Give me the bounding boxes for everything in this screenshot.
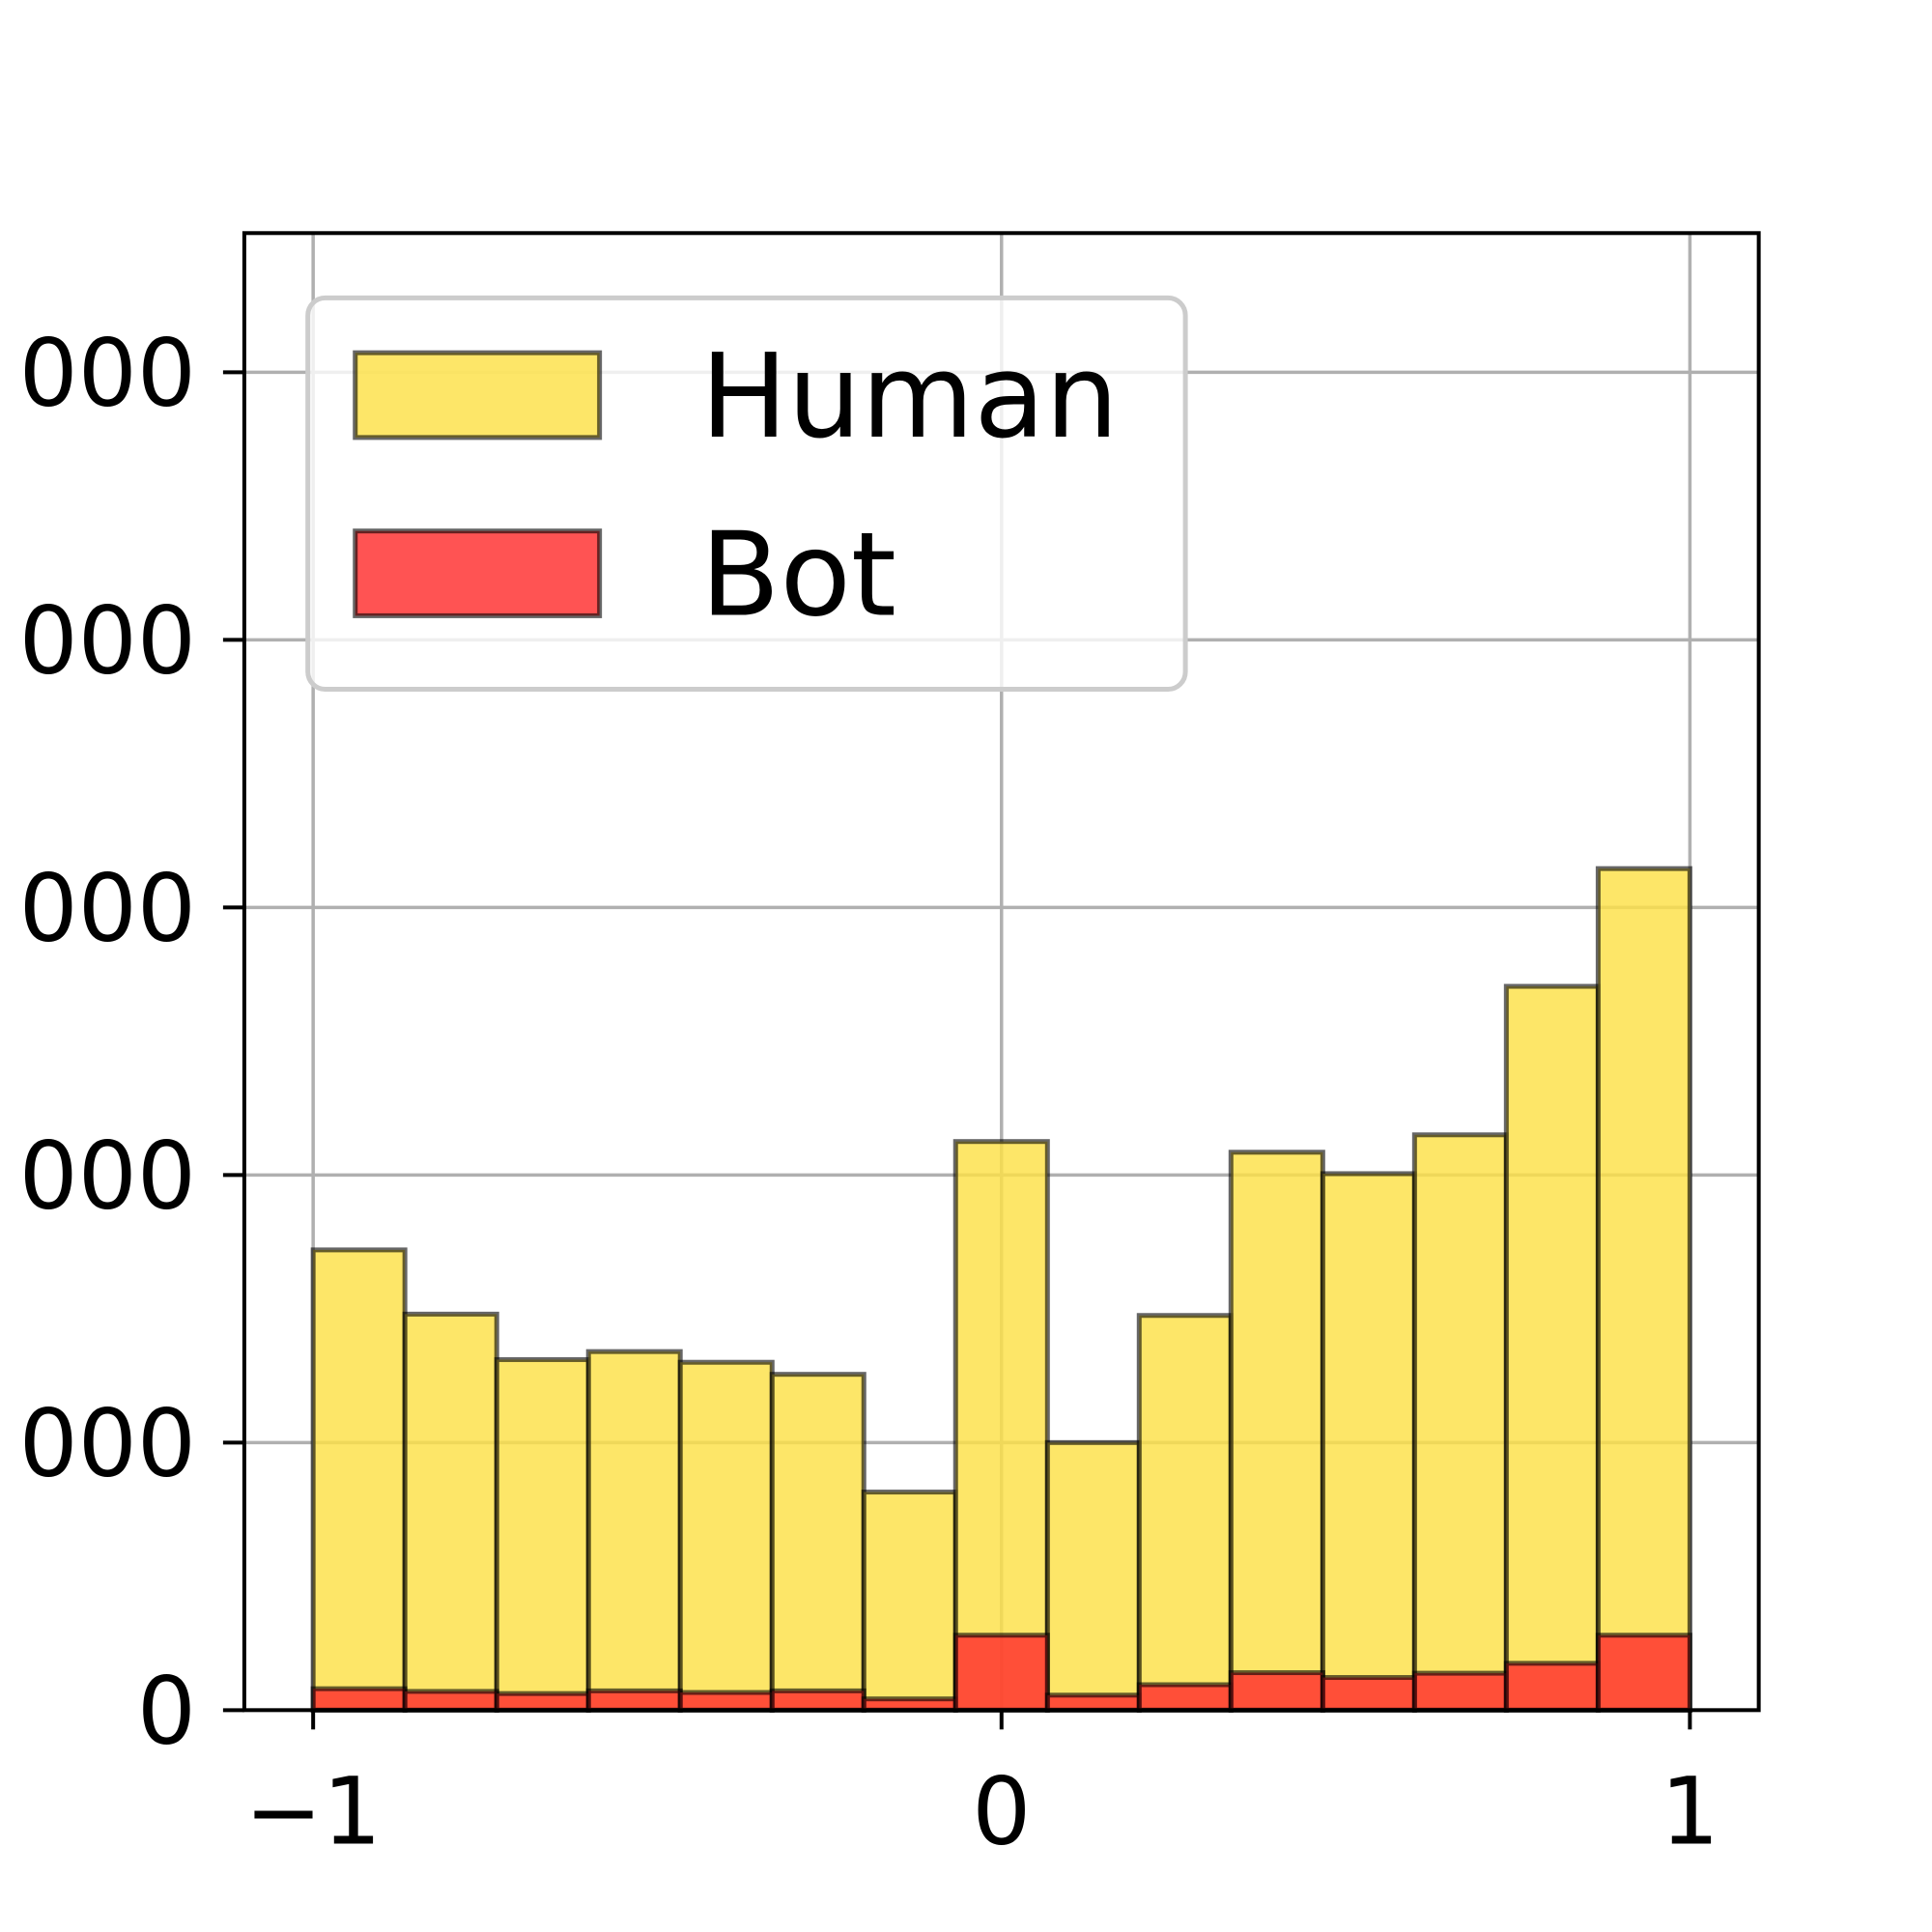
human-bar — [310, 1247, 408, 1713]
legend-swatch-bot — [353, 528, 603, 618]
legend-swatch-human — [353, 350, 603, 440]
x-tick-label: 0 — [972, 1757, 1031, 1865]
y-tick-label: 000 — [19, 319, 196, 427]
human-bar — [585, 1349, 683, 1713]
bot-bar — [677, 1690, 775, 1713]
x-tick-label: −1 — [244, 1757, 382, 1865]
bot-bar — [1320, 1675, 1417, 1713]
human-bar — [1411, 1132, 1509, 1713]
human-bar — [1044, 1439, 1142, 1713]
human-bar — [769, 1372, 867, 1713]
bot-bar — [952, 1633, 1050, 1713]
human-bar — [494, 1356, 591, 1713]
bot-bar — [310, 1686, 408, 1713]
bot-bar — [769, 1688, 867, 1713]
plot-frame — [242, 231, 1761, 1713]
series-human — [310, 866, 1692, 1713]
bot-bar — [1136, 1682, 1234, 1713]
human-bar — [1595, 866, 1692, 1713]
legend: Human Bot — [305, 295, 1188, 693]
y-tick-label: 000 — [19, 586, 196, 695]
bot-bar — [1411, 1670, 1509, 1713]
legend-label-bot: Bot — [700, 509, 896, 643]
y-tick-label: 000 — [19, 854, 196, 962]
human-bar — [1136, 1313, 1234, 1713]
human-bar — [1228, 1150, 1325, 1713]
bot-bar — [1595, 1633, 1692, 1713]
series-bot — [310, 1633, 1692, 1713]
human-bar — [861, 1490, 958, 1713]
bot-bar — [1044, 1692, 1142, 1713]
bot-bar — [494, 1690, 591, 1713]
legend-label-human: Human — [700, 330, 1119, 465]
bot-bar — [1228, 1670, 1325, 1713]
bot-bar — [402, 1689, 499, 1713]
human-bar — [1320, 1171, 1417, 1713]
human-bar — [677, 1359, 775, 1713]
human-bar — [952, 1139, 1050, 1713]
histogram-bars — [310, 866, 1692, 1713]
human-bar — [402, 1311, 499, 1713]
bot-bar — [585, 1688, 683, 1713]
bot-bar — [1503, 1661, 1601, 1713]
human-bar — [1503, 983, 1601, 1713]
x-tick-label: 1 — [1661, 1757, 1719, 1865]
y-tick-label: 000 — [19, 1122, 196, 1230]
y-tick-label: 0 — [137, 1657, 196, 1765]
y-tick-label: 000 — [19, 1389, 196, 1497]
